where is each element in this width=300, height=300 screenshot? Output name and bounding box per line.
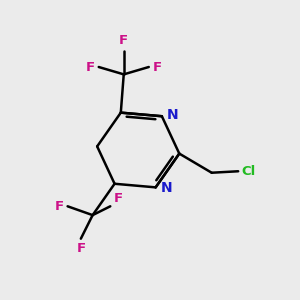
Text: F: F xyxy=(55,200,64,213)
Text: N: N xyxy=(160,181,172,195)
Text: F: F xyxy=(76,242,86,255)
Text: Cl: Cl xyxy=(241,165,255,178)
Text: F: F xyxy=(119,34,128,47)
Text: F: F xyxy=(86,61,95,74)
Text: F: F xyxy=(152,61,161,74)
Text: N: N xyxy=(167,108,178,122)
Text: F: F xyxy=(114,192,123,205)
